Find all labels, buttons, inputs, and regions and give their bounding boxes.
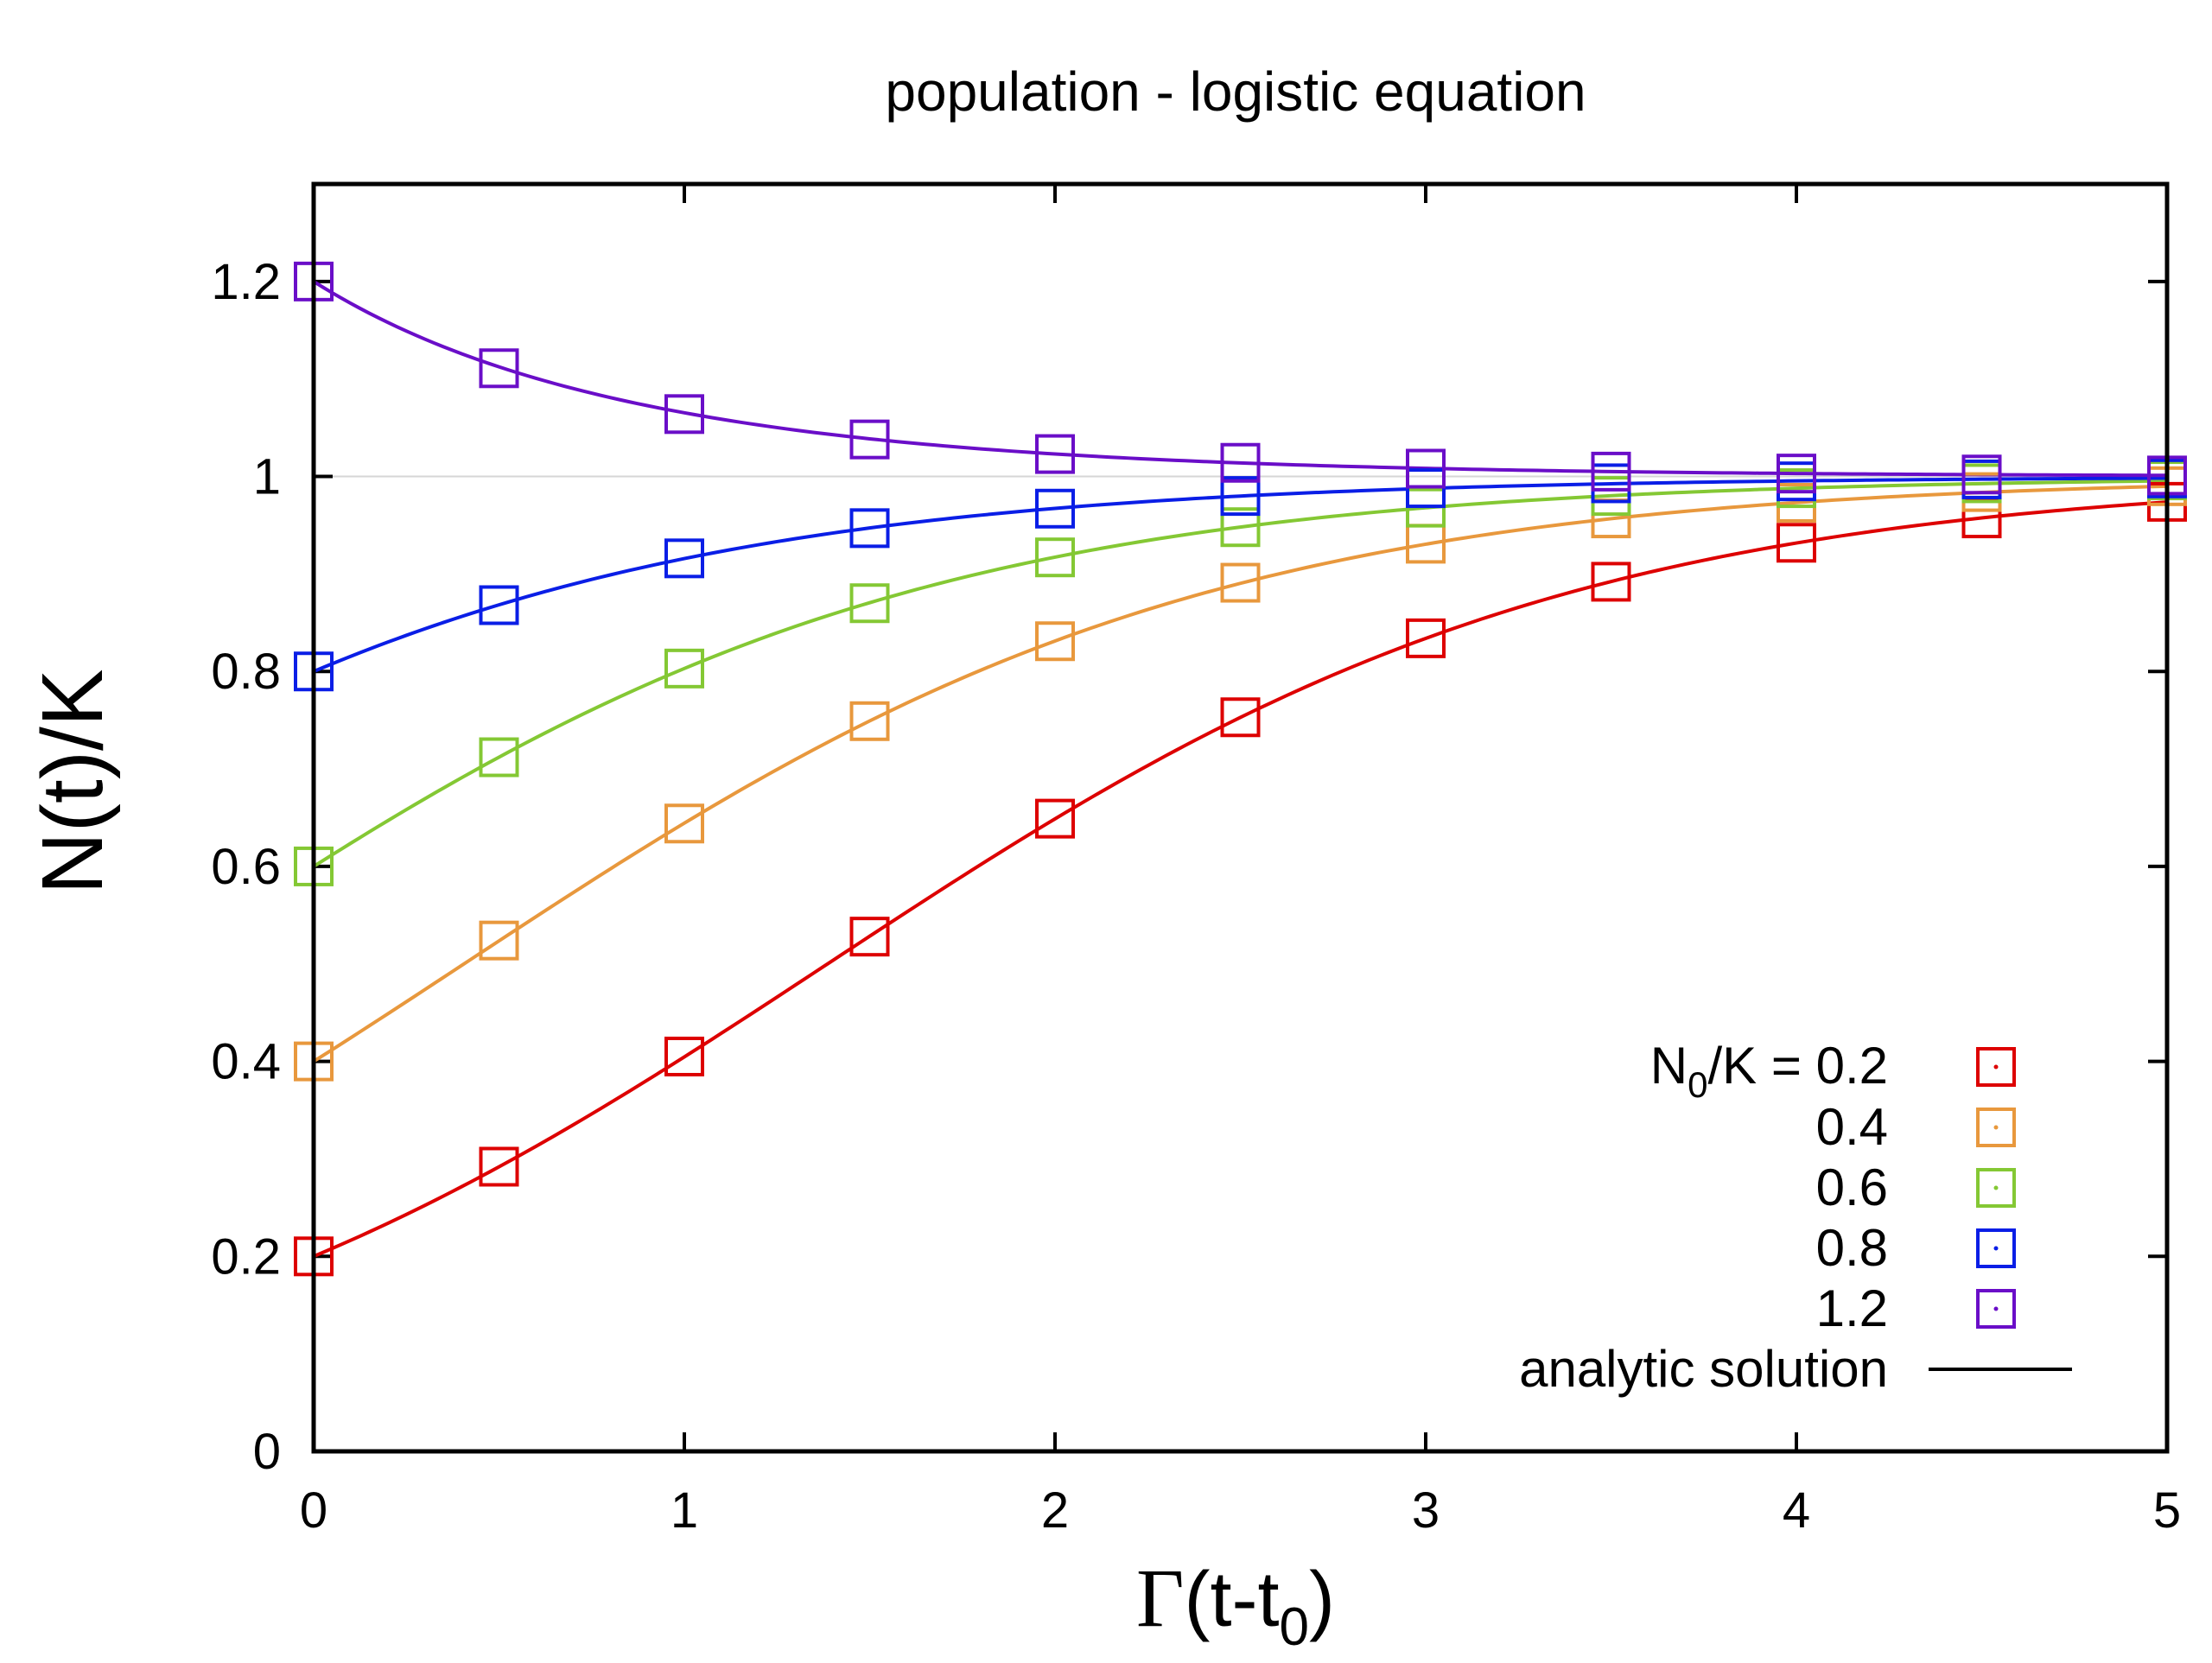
marker-0.2 xyxy=(1220,697,1261,738)
marker-1.2 xyxy=(1406,448,1446,489)
marker-0.2 xyxy=(664,1036,704,1076)
legend-header: N0/K = 0.2 xyxy=(1650,1037,1888,1105)
analytic-curve-0.6 xyxy=(312,479,2168,868)
marker-1.2 xyxy=(1035,434,1075,474)
legend-header-rest: /K = xyxy=(1708,1037,1816,1095)
marker-0.6 xyxy=(1220,507,1261,548)
legend-header-subscript: 0 xyxy=(1688,1064,1707,1105)
x-axis-label-greek: Γ xyxy=(1136,1552,1185,1644)
y-tick-label: 0.4 xyxy=(211,1034,281,1090)
marker-0.8 xyxy=(479,585,519,625)
legend-symbol-dot xyxy=(1993,1064,1999,1070)
legend-symbol-dot xyxy=(1993,1306,1999,1311)
x-tick-label: 0 xyxy=(300,1482,327,1539)
marker-1.2 xyxy=(1220,442,1261,483)
marker-0.2 xyxy=(479,1146,519,1187)
legend-first-value: 0.2 xyxy=(1816,1037,1888,1095)
marker-0.2 xyxy=(1591,562,1631,602)
marker-0.8 xyxy=(664,538,704,579)
marker-0.8 xyxy=(1035,488,1075,529)
tick-labels: 0 1 2 3 4 500.20.40.60.811.2 xyxy=(211,254,2181,1539)
analytic-curve-0.2 xyxy=(313,500,2168,1259)
marker-0.6 xyxy=(664,648,704,689)
legend-label-1.2: 1.2 xyxy=(1816,1279,1888,1337)
legend-symbol-1.2 xyxy=(1976,1289,2016,1329)
x-tick-label: 1 xyxy=(671,1482,698,1539)
marker-1.2 xyxy=(849,419,890,460)
marker-0.4 xyxy=(1220,562,1261,603)
marker-0.2 xyxy=(849,917,890,957)
x-axis-label-subscript: 0 xyxy=(1279,1597,1308,1657)
plot-frame xyxy=(311,181,2170,1454)
chart-title: population - logistic equation xyxy=(885,60,1586,123)
analytic-curves xyxy=(312,280,2168,1259)
y-tick-label: 0.2 xyxy=(211,1228,281,1285)
marker-1.2 xyxy=(479,348,519,389)
marker-1.2 xyxy=(1961,454,2002,495)
marker-1.2 xyxy=(1591,451,1631,492)
marker-0.6 xyxy=(1035,537,1075,578)
y-tick-label: 0 xyxy=(253,1424,281,1480)
legend-label-0.6: 0.6 xyxy=(1816,1158,1888,1216)
legend-symbol-dot xyxy=(1993,1125,1999,1130)
marker-0.4 xyxy=(479,920,519,961)
x-axis-label: Γ(t-t0) xyxy=(1136,1552,1335,1657)
legend-symbol-dot xyxy=(1993,1185,1999,1190)
legend-label-0.4: 0.4 xyxy=(1816,1098,1888,1156)
legend-label-analytic: analytic solution xyxy=(1519,1340,1888,1398)
marker-0.8 xyxy=(1220,476,1261,517)
legend-symbol-0.6 xyxy=(1976,1168,2016,1208)
marker-0.2 xyxy=(1035,798,1075,839)
x-tick-label: 3 xyxy=(1412,1482,1440,1539)
y-axis-label: N(t)/K xyxy=(24,669,121,894)
legend-label-0.8: 0.8 xyxy=(1816,1219,1888,1277)
analytic-curve-0.4 xyxy=(312,484,2168,1063)
marker-1.2 xyxy=(1777,454,1816,494)
legend-symbol-dot xyxy=(1993,1246,1999,1251)
analytic-curve-0.8 xyxy=(313,476,2168,674)
y-tick-label: 1 xyxy=(253,449,281,505)
x-axis-label-main: (t-t xyxy=(1185,1557,1280,1643)
y-tick-label: 0.8 xyxy=(211,644,281,700)
legend-header-main: N xyxy=(1650,1037,1688,1095)
marker-0.4 xyxy=(849,701,890,741)
y-tick-label: 1.2 xyxy=(211,254,281,310)
marker-0.2 xyxy=(1777,523,1816,563)
marker-0.6 xyxy=(849,583,890,624)
legend-symbol-0.8 xyxy=(1976,1228,2016,1268)
marker-0.6 xyxy=(479,737,519,778)
x-tick-label: 2 xyxy=(1041,1482,1069,1539)
x-tick-label: 5 xyxy=(2153,1482,2181,1539)
marker-0.2 xyxy=(1406,618,1446,658)
analytic-curve-1.2 xyxy=(312,280,2168,478)
marker-0.8 xyxy=(849,508,890,549)
y-tick-label: 0.6 xyxy=(211,839,281,895)
legend-symbol-0.2 xyxy=(1976,1047,2016,1087)
legend-symbol-0.4 xyxy=(1976,1108,2016,1147)
marker-1.2 xyxy=(664,394,704,435)
x-tick-label: 4 xyxy=(1783,1482,1810,1539)
marker-0.4 xyxy=(664,803,704,844)
marker-0.4 xyxy=(1035,621,1075,662)
x-axis-label-close: ) xyxy=(1309,1557,1335,1643)
